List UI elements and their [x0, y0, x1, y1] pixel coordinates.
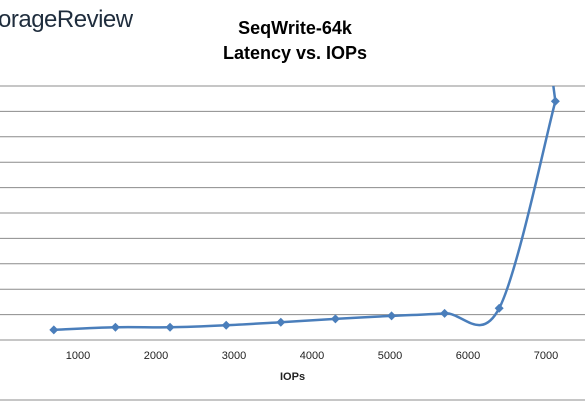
data-point [49, 325, 59, 335]
data-point [110, 322, 120, 332]
x-tick-label: 2000 [144, 350, 168, 362]
data-point [494, 303, 504, 313]
data-point [221, 320, 231, 330]
data-point [330, 314, 340, 324]
x-axis-label: IOPs [280, 371, 306, 383]
chart-title-line-1: SeqWrite-64k [238, 18, 352, 38]
x-tick-labels: 1000 2000 3000 4000 5000 6000 7000 [66, 350, 558, 362]
grid-lines [0, 85, 585, 401]
x-tick-label: 1000 [66, 350, 90, 362]
data-point [387, 311, 397, 321]
brand-logo: orageReview [0, 6, 133, 33]
data-point [276, 317, 286, 327]
x-tick-label: 4000 [300, 350, 324, 362]
data-point [165, 322, 175, 332]
x-tick-label: 3000 [222, 350, 246, 362]
x-tick-label: 6000 [456, 350, 480, 362]
chart-title-line-2: Latency vs. IOPs [222, 43, 368, 63]
x-tick-label: 5000 [378, 350, 402, 362]
series-markers [49, 96, 560, 335]
data-point [440, 308, 450, 318]
series-line [53, 85, 557, 332]
x-tick-label: 7000 [534, 350, 558, 362]
data-point [550, 96, 560, 106]
chart-title: SeqWrite-64k Latency vs. IOPs [150, 16, 440, 66]
